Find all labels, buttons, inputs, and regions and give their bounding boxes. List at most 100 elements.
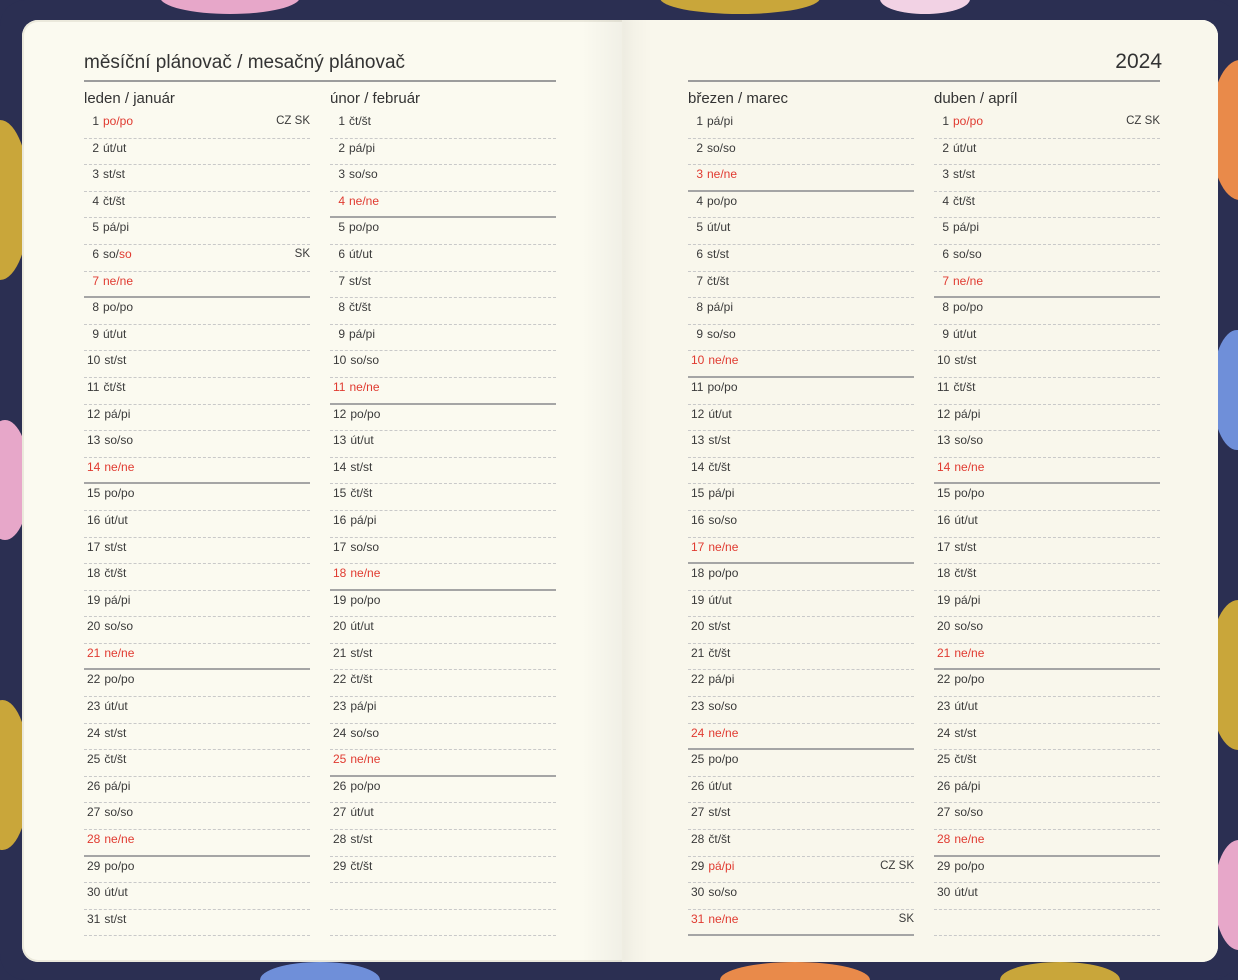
day-row[interactable]: 21 st/st <box>330 644 556 671</box>
day-row[interactable]: 23 pá/pi <box>330 697 556 724</box>
day-row[interactable]: 1 po/po CZ SK <box>84 112 310 139</box>
day-row[interactable]: 11 čt/št <box>84 378 310 405</box>
day-row[interactable]: 8 po/po <box>934 298 1160 325</box>
day-row[interactable]: 24 so/so <box>330 724 556 751</box>
day-row[interactable]: 22 čt/št <box>330 670 556 698</box>
day-row[interactable]: 5 pá/pi <box>84 218 310 245</box>
day-row[interactable]: 14 st/st <box>330 458 556 485</box>
day-row[interactable]: 6 so/so SK <box>84 245 310 272</box>
day-row[interactable]: 25 ne/ne <box>330 750 556 777</box>
day-row[interactable]: 30 út/ut <box>84 883 310 910</box>
day-row[interactable]: 17 ne/ne <box>688 538 914 565</box>
day-row[interactable]: 18 po/po <box>688 564 914 591</box>
day-row[interactable]: 1 po/po CZ SK <box>934 112 1160 139</box>
day-row[interactable]: 3 st/st <box>84 165 310 192</box>
day-row[interactable]: 20 út/ut <box>330 617 556 644</box>
day-row[interactable]: 15 po/po <box>934 484 1160 511</box>
day-row[interactable]: 31 ne/ne SK <box>688 910 914 937</box>
day-row[interactable]: 8 čt/št <box>330 298 556 325</box>
day-row[interactable]: 7 st/st <box>330 272 556 299</box>
day-row[interactable]: 16 út/ut <box>934 511 1160 538</box>
day-row[interactable]: 10 so/so <box>330 351 556 378</box>
day-row[interactable]: 9 út/ut <box>84 325 310 352</box>
day-row[interactable]: 7 čt/št <box>688 272 914 299</box>
day-row[interactable]: 13 st/st <box>688 431 914 458</box>
day-row[interactable]: 2 pá/pi <box>330 139 556 166</box>
day-row[interactable]: 6 st/st <box>688 245 914 272</box>
day-row[interactable]: 17 so/so <box>330 538 556 565</box>
day-row[interactable]: 2 út/ut <box>934 139 1160 166</box>
day-row[interactable]: 28 st/st <box>330 830 556 857</box>
day-row[interactable]: 14 čt/št <box>688 458 914 485</box>
day-row[interactable]: 11 čt/št <box>934 378 1160 405</box>
day-row[interactable]: 7 ne/ne <box>934 272 1160 299</box>
day-row[interactable]: 12 po/po <box>330 405 556 432</box>
day-row[interactable]: 2 út/ut <box>84 139 310 166</box>
day-row[interactable]: 21 čt/št <box>688 644 914 671</box>
day-row[interactable]: 26 pá/pi <box>934 777 1160 804</box>
day-row[interactable]: 16 pá/pi <box>330 511 556 538</box>
day-row[interactable]: 29 po/po <box>934 857 1160 884</box>
day-row[interactable]: 18 ne/ne <box>330 564 556 591</box>
day-row[interactable]: 11 ne/ne <box>330 378 556 405</box>
day-row[interactable]: 5 pá/pi <box>934 218 1160 245</box>
day-row[interactable]: 21 ne/ne <box>934 644 1160 671</box>
day-row[interactable]: 10 st/st <box>934 351 1160 378</box>
day-row[interactable]: 4 čt/št <box>934 192 1160 219</box>
day-row[interactable]: 3 ne/ne <box>688 165 914 192</box>
day-row[interactable]: 25 čt/št <box>934 750 1160 777</box>
day-row[interactable]: 26 po/po <box>330 777 556 804</box>
day-row[interactable]: 23 út/ut <box>84 697 310 724</box>
day-row[interactable]: 22 po/po <box>934 670 1160 698</box>
day-row[interactable]: 14 ne/ne <box>934 458 1160 485</box>
day-row[interactable]: 12 út/ut <box>688 405 914 432</box>
day-row[interactable]: 24 st/st <box>934 724 1160 751</box>
day-row[interactable]: 26 pá/pi <box>84 777 310 804</box>
day-row[interactable]: 8 po/po <box>84 298 310 325</box>
day-row[interactable]: 15 čt/št <box>330 484 556 511</box>
day-row[interactable]: 6 út/ut <box>330 245 556 272</box>
day-row[interactable]: 12 pá/pi <box>84 405 310 432</box>
day-row[interactable]: 22 pá/pi <box>688 670 914 698</box>
day-row[interactable]: 3 so/so <box>330 165 556 192</box>
day-row[interactable]: 29 pá/pi CZ SK <box>688 857 914 884</box>
day-row[interactable]: 28 čt/št <box>688 830 914 857</box>
day-row[interactable]: 15 po/po <box>84 484 310 511</box>
day-row[interactable]: 5 po/po <box>330 218 556 245</box>
day-row[interactable]: 17 st/st <box>934 538 1160 565</box>
day-row[interactable]: 15 pá/pi <box>688 484 914 511</box>
day-row[interactable]: 18 čt/št <box>84 564 310 591</box>
day-row[interactable]: 8 pá/pi <box>688 298 914 325</box>
day-row[interactable]: 20 so/so <box>934 617 1160 644</box>
day-row[interactable]: 4 ne/ne <box>330 192 556 219</box>
day-row[interactable]: 30 út/ut <box>934 883 1160 910</box>
day-row[interactable]: 9 pá/pi <box>330 325 556 352</box>
day-row[interactable]: 1 čt/št <box>330 112 556 139</box>
day-row[interactable]: 18 čt/št <box>934 564 1160 591</box>
day-row[interactable]: 10 ne/ne <box>688 351 914 378</box>
day-row[interactable]: 19 pá/pi <box>84 591 310 618</box>
day-row[interactable]: 11 po/po <box>688 378 914 405</box>
day-row[interactable]: 23 út/ut <box>934 697 1160 724</box>
day-row[interactable]: 20 so/so <box>84 617 310 644</box>
day-row[interactable]: 2 so/so <box>688 139 914 166</box>
day-row[interactable]: 29 po/po <box>84 857 310 884</box>
day-row[interactable]: 19 út/ut <box>688 591 914 618</box>
day-row[interactable]: 7 ne/ne <box>84 272 310 299</box>
day-row[interactable]: 28 ne/ne <box>934 830 1160 857</box>
day-row[interactable]: 17 st/st <box>84 538 310 565</box>
day-row[interactable]: 4 čt/št <box>84 192 310 219</box>
day-row[interactable]: 26 út/ut <box>688 777 914 804</box>
day-row[interactable]: 28 ne/ne <box>84 830 310 857</box>
day-row[interactable]: 1 pá/pi <box>688 112 914 139</box>
day-row[interactable]: 31 st/st <box>84 910 310 937</box>
day-row[interactable]: 16 út/ut <box>84 511 310 538</box>
day-row[interactable]: 9 út/ut <box>934 325 1160 352</box>
day-row[interactable]: 27 st/st <box>688 803 914 831</box>
day-row[interactable]: 30 so/so <box>688 883 914 910</box>
day-row[interactable]: 29 čt/št <box>330 857 556 884</box>
day-row[interactable]: 16 so/so <box>688 511 914 538</box>
day-row[interactable]: 10 st/st <box>84 351 310 378</box>
day-row[interactable]: 13 út/ut <box>330 431 556 458</box>
day-row[interactable]: 9 so/so <box>688 325 914 352</box>
